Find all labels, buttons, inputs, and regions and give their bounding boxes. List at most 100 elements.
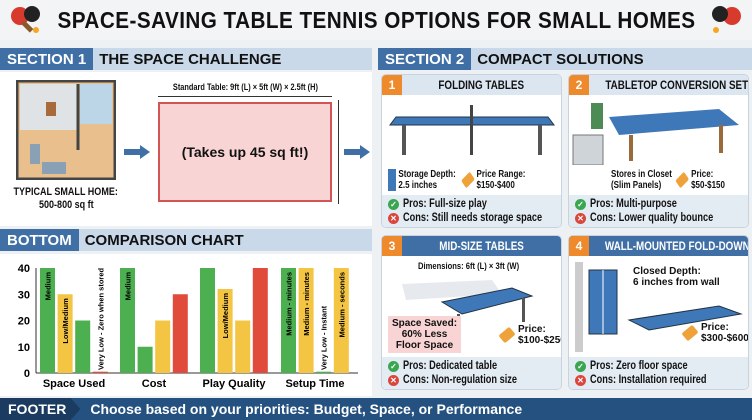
table-area: (Takes up 45 sq ft!)	[181, 144, 309, 160]
comparison-chart: 0 10 20 30 40 Medium Low/Medium Very Low - Zero…	[0, 254, 372, 396]
space-saved-callout: Space Saved: 60% Less Floor Space	[388, 316, 462, 353]
category-label: Cost	[142, 378, 167, 390]
footer-tag: FOOTER	[0, 398, 81, 420]
arrow-right-icon	[124, 145, 150, 159]
bar-label: Medium - minutes	[285, 272, 294, 336]
pros: Pros: Zero floor space	[590, 360, 688, 372]
info-label: Storage Depth:	[398, 169, 456, 180]
check-icon: ✓	[388, 360, 399, 372]
x-icon: ✕	[388, 374, 399, 386]
price-value: $300-$600	[701, 333, 749, 344]
y-tick-label: 30	[18, 289, 30, 301]
card-title: WALL-MOUNTED FOLD-DOWN	[604, 239, 749, 253]
info-value: 2.5 inches	[398, 180, 438, 191]
bar	[57, 294, 73, 373]
bottom-header: BOTTOM COMPARISON CHART	[0, 229, 372, 251]
section-tag: SECTION 2	[378, 48, 472, 70]
category-label: Space Used	[43, 378, 105, 390]
card-tabletop-conversion: 2 TABLETOP CONVERSION SETS Stores in Clos…	[568, 74, 749, 228]
section-title: THE SPACE CHALLENGE	[99, 50, 282, 68]
bar	[120, 268, 135, 373]
folded-table-icon	[388, 169, 396, 191]
bar-label: Medium	[124, 272, 133, 301]
price-tag-icon	[460, 171, 475, 189]
arrow-right-icon	[344, 145, 370, 159]
mid-size-table-illustration	[402, 280, 534, 338]
card-number: 2	[569, 75, 589, 95]
bar	[40, 268, 55, 373]
bar	[217, 289, 233, 373]
depth-label: Closed Depth:	[633, 266, 701, 277]
price-value: $150-$400	[476, 180, 515, 191]
price-value: $50-$150	[691, 180, 725, 191]
bar	[252, 268, 268, 373]
price-label: Price Range:	[476, 169, 526, 180]
bar-label: Low/Medium	[221, 293, 230, 339]
x-icon: ✕	[575, 212, 586, 224]
saved-line: Space Saved:	[392, 318, 458, 329]
price-label: Price:	[701, 322, 729, 333]
bar	[316, 371, 332, 373]
section1-header: SECTION 1 THE SPACE CHALLENGE	[0, 48, 372, 70]
footer-text: Choose based on your priorities: Budget,…	[90, 401, 523, 417]
card-wall-mounted: 4 WALL-MOUNTED FOLD-DOWN Closed Depth: 6 i…	[568, 235, 749, 390]
home-size: 500-800 sq ft	[38, 199, 94, 211]
bar-label: Medium	[44, 272, 53, 301]
page-title: SPACE-SAVING TABLE TENNIS OPTIONS FOR SM…	[56, 6, 696, 33]
section-tag: BOTTOM	[0, 229, 79, 251]
bar	[155, 320, 171, 373]
bar	[333, 268, 349, 373]
dimensions: Dimensions: 6ft (L) × 3ft (W)	[418, 261, 520, 272]
check-icon: ✓	[575, 198, 586, 210]
card-number: 3	[382, 236, 402, 256]
bar-label: Very Low - Zero when stored	[96, 267, 105, 370]
footer: FOOTER Choose based on your priorities: …	[0, 398, 752, 420]
card-title: FOLDING TABLES	[438, 78, 525, 92]
price-value: $100-$250	[518, 335, 562, 346]
cons: Cons: Installation required	[590, 374, 707, 386]
bar	[281, 268, 296, 373]
bar-label: Medium - seconds	[337, 272, 346, 337]
card-title: TABLETOP CONVERSION SETS	[605, 78, 749, 92]
category-label: Play Quality	[203, 378, 267, 390]
bar	[137, 346, 153, 373]
bar-label: Very Low - Instant	[320, 305, 329, 370]
y-tick-label: 20	[18, 316, 30, 328]
space-challenge-panel: TYPICAL SMALL HOME: 500-800 sq ft Standa…	[0, 72, 372, 226]
card-number: 1	[382, 75, 402, 95]
title-bar: SPACE-SAVING TABLE TENNIS OPTIONS FOR SM…	[0, 0, 752, 40]
bar	[172, 294, 188, 373]
bar	[75, 320, 91, 373]
card-mid-size-tables: 3 MID-SIZE TABLES Dimensions: 6ft (L) × 3…	[381, 235, 562, 390]
section2-header: SECTION 2 COMPACT SOLUTIONS	[378, 48, 752, 70]
card-title: MID-SIZE TABLES	[439, 239, 524, 253]
saved-line: 60% Less	[401, 329, 448, 340]
pros: Pros: Dedicated table	[403, 360, 498, 372]
width-arrow	[158, 96, 332, 97]
home-label: TYPICAL SMALL HOME:	[13, 186, 119, 198]
bar	[200, 268, 215, 373]
cons: Cons: Non-regulation size	[403, 374, 517, 386]
pros: Pros: Multi-purpose	[590, 198, 677, 210]
info-label: Stores in Closet	[611, 169, 672, 180]
cons: Cons: Lower quality bounce	[590, 212, 714, 224]
cons: Cons: Still needs storage space	[403, 212, 543, 224]
ping-pong-paddles-icon	[712, 6, 741, 33]
price-tag-icon	[675, 171, 690, 189]
bar-label: Low/Medium	[61, 298, 70, 344]
table-dimensions: Standard Table: 9ft (L) × 5ft (W) × 2.5f…	[172, 82, 318, 92]
x-icon: ✕	[575, 374, 586, 386]
category-label: Setup Time	[285, 378, 344, 390]
price-tag-icon	[498, 326, 516, 344]
section-tag: SECTION 1	[0, 48, 94, 70]
card-folding-tables: 1 FOLDING TABLES Storage Depth: 2.5 inches…	[381, 74, 562, 228]
check-icon: ✓	[575, 360, 586, 372]
price-tag-icon	[681, 324, 699, 342]
depth-value: 6 inches from wall	[633, 277, 720, 288]
pros: Pros: Full-size play	[403, 198, 487, 210]
y-tick-label: 10	[18, 342, 30, 354]
x-icon: ✕	[388, 212, 399, 224]
standard-table-footprint: (Takes up 45 sq ft!)	[158, 102, 332, 202]
bar	[235, 320, 251, 373]
wall-mounted-table-illustration	[575, 262, 743, 352]
